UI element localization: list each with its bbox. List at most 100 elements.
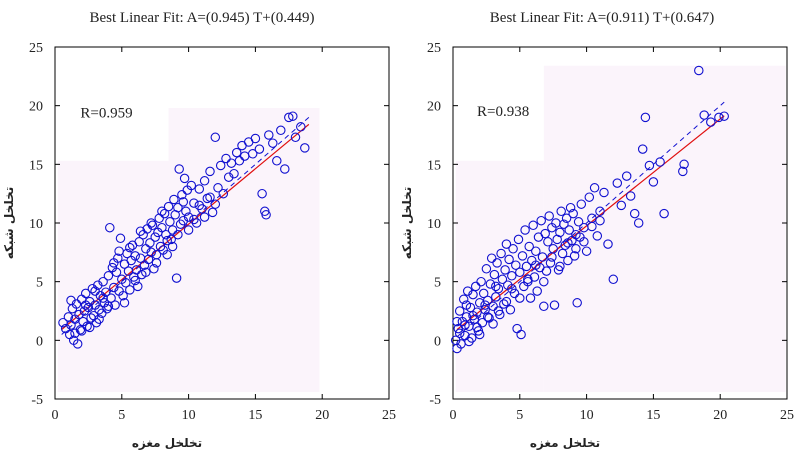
data-point (80, 288, 91, 299)
y-tick-label: 25 (427, 41, 441, 56)
data-point (257, 188, 267, 199)
data-point (515, 293, 525, 303)
data-point (167, 241, 178, 252)
y-axis-ticks: -5 0 5 10 15 20 25 (29, 41, 389, 408)
y-tick-label: 10 (427, 217, 441, 232)
data-point (169, 194, 179, 205)
data-point (629, 208, 640, 219)
data-point (608, 274, 619, 285)
x-tick-label: 15 (646, 408, 660, 423)
data-point (485, 279, 496, 289)
data-point (146, 247, 156, 258)
y-tick-label: 20 (427, 100, 441, 115)
data-point (499, 299, 509, 309)
data-point (655, 157, 665, 167)
data-point (105, 222, 115, 233)
data-point (644, 160, 655, 171)
data-point (559, 219, 569, 229)
data-point (637, 144, 648, 154)
data-point (145, 238, 155, 248)
data-point (543, 237, 553, 247)
data-point (464, 336, 474, 347)
data-point (573, 217, 584, 227)
data-point (210, 132, 221, 143)
data-point (478, 288, 489, 299)
data-point (470, 281, 481, 292)
data-point (621, 171, 632, 181)
data-point (507, 283, 517, 294)
data-point (288, 111, 298, 121)
data-point (84, 322, 95, 333)
data-point (493, 306, 504, 316)
data-point (589, 183, 600, 193)
data-point (714, 112, 724, 123)
y-tick-label: 15 (29, 158, 43, 173)
data-point (118, 290, 128, 301)
data-point (557, 248, 568, 259)
data-point (482, 295, 493, 306)
x-axis-ticks: 0 5 10 15 20 25 (52, 47, 396, 423)
data-point (516, 329, 526, 340)
data-point (149, 264, 159, 274)
data-point (121, 278, 131, 288)
chart-panel-right: Best Linear Fit: A=(0.911) T+(0.647) R=0… (400, 10, 794, 450)
data-point (146, 218, 156, 228)
chart-panel-left: Best Linear Fit: A=(0.945) T+(0.449) R=0… (2, 10, 396, 450)
data-point (272, 156, 282, 166)
data-point (179, 173, 190, 184)
data-point (290, 132, 301, 143)
data-point (539, 301, 549, 312)
data-point (694, 65, 704, 76)
data-point (254, 144, 265, 154)
data-point (72, 339, 83, 349)
x-axis-label: تخلخل مغزه (530, 436, 600, 450)
y-tick-label: 25 (29, 41, 43, 56)
data-point (563, 238, 573, 248)
x-tick-label: 0 (52, 408, 59, 423)
data-point (247, 149, 258, 159)
data-point (151, 258, 162, 268)
data-point (454, 306, 465, 316)
data-point (531, 260, 541, 270)
data-point (523, 274, 533, 285)
data-point (532, 286, 542, 296)
data-point (523, 276, 533, 287)
data-point (706, 117, 716, 127)
data-point (468, 289, 478, 300)
data-point (167, 225, 178, 235)
x-tick-label: 25 (382, 408, 396, 423)
data-point (194, 184, 205, 194)
data-point (491, 292, 501, 302)
data-point (507, 271, 517, 281)
data-point (207, 207, 218, 218)
data-point (571, 244, 581, 254)
data-point (210, 199, 221, 209)
data-point (511, 260, 521, 270)
data-point (115, 233, 126, 244)
data-point (296, 122, 306, 132)
y-tick-label: -5 (429, 393, 441, 408)
data-point (541, 266, 552, 276)
x-axis-label: تخلخل مغزه (132, 436, 202, 450)
data-point (486, 253, 497, 263)
data-points (450, 65, 729, 354)
x-tick-label: 10 (182, 408, 196, 423)
data-point (489, 269, 500, 280)
data-point (135, 226, 146, 236)
data-point (458, 294, 469, 305)
data-point (70, 328, 80, 339)
plot-area-tint (543, 65, 786, 392)
data-point (110, 300, 120, 310)
data-point (163, 201, 174, 212)
data-point (94, 314, 104, 324)
data-point (579, 237, 589, 247)
data-point (261, 210, 271, 220)
data-point (477, 317, 488, 328)
data-point (133, 281, 143, 292)
data-point (492, 258, 502, 268)
data-point (109, 258, 119, 268)
r-value-label: R=0.959 (80, 105, 132, 121)
data-point (525, 293, 536, 303)
data-point (76, 326, 87, 336)
